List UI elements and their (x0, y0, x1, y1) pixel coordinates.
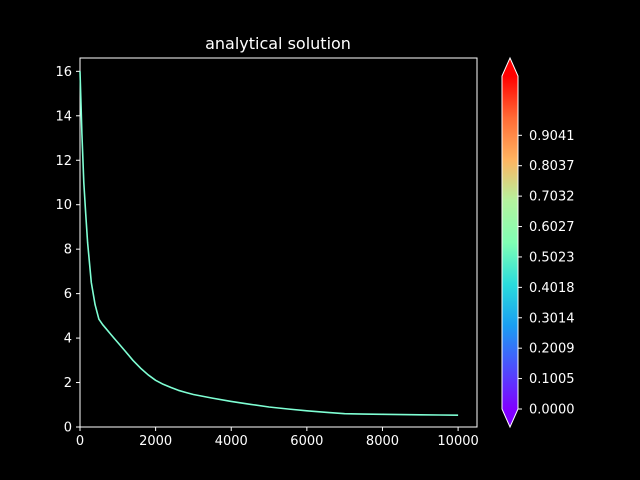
y-tick-label: 16 (55, 65, 72, 80)
colorbar: 0.0000 0.1005 0.2009 0.3014 0.4018 0.5023 0.60… (501, 56, 575, 429)
colorbar-tick-label: 0.0000 (529, 403, 575, 418)
colorbar-tick-label: 0.8037 (529, 159, 575, 174)
colorbar-over-extension (502, 58, 518, 76)
colorbar-tick-label: 0.9041 (529, 129, 575, 144)
colorbar-tick-label: 0.5023 (529, 250, 575, 265)
y-tick-label: 4 (64, 332, 72, 347)
y-tick-label: 2 (64, 376, 72, 391)
x-tick-label: 6000 (290, 434, 323, 449)
colorbar-under-extension (502, 409, 518, 427)
y-tick-label: 10 (55, 198, 72, 213)
y-tick-label: 12 (55, 154, 72, 169)
colorbar-outline (501, 56, 519, 429)
x-tick-label: 2000 (139, 434, 172, 449)
colorbar-tick-label: 0.4018 (529, 281, 575, 296)
colorbar-tick-label: 0.1005 (529, 372, 575, 387)
y-tick-label: 6 (64, 287, 72, 302)
series-line (79, 71, 459, 416)
colorbar-tick-label: 0.3014 (529, 311, 575, 326)
plot-frame (79, 57, 478, 428)
chart-title: analytical solution (205, 34, 351, 53)
colorbar-tick-label: 0.2009 (529, 342, 575, 357)
colorbar-gradient (502, 76, 518, 409)
y-tick-label: 8 (64, 243, 72, 258)
x-tick-label: 10000 (437, 434, 478, 449)
x-tick-label: 8000 (366, 434, 399, 449)
colorbar-tick-label: 0.7032 (529, 190, 575, 205)
x-tick-label: 0 (76, 434, 84, 449)
plot-area: 0 2000 4000 6000 8000 10000 0 2 4 6 8 10 12 14 16 (55, 57, 479, 449)
y-tick-label: 14 (55, 109, 72, 124)
x-tick-label: 4000 (215, 434, 248, 449)
y-tick-label: 0 (64, 421, 72, 436)
colorbar-tick-label: 0.6027 (529, 220, 575, 235)
